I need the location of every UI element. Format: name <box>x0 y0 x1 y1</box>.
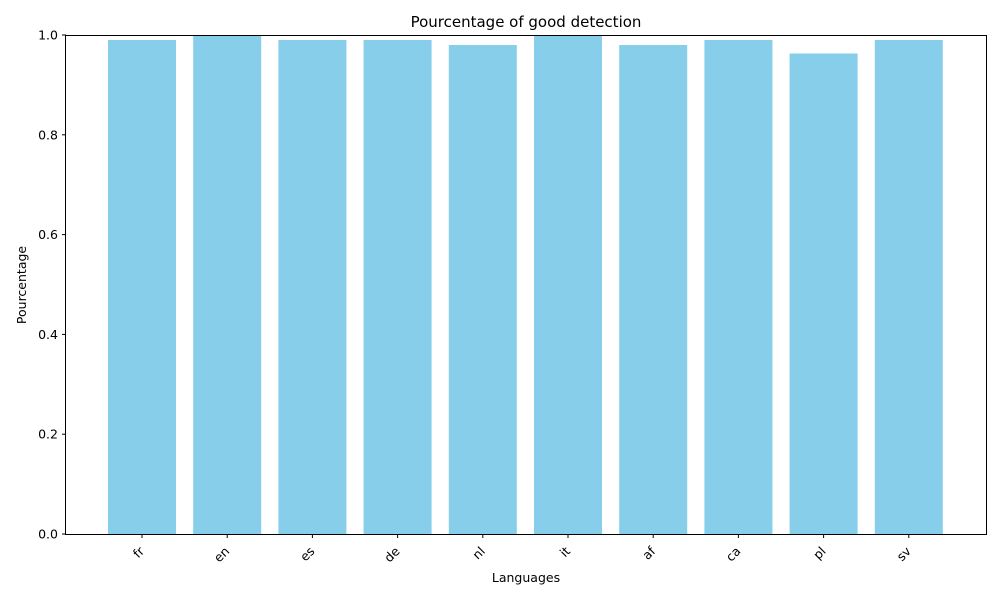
x-axis-label: Languages <box>492 570 560 585</box>
bar-sv <box>874 40 943 534</box>
bar-ca <box>704 40 773 534</box>
bar-af <box>619 45 688 534</box>
x-tick-label: ca <box>723 544 744 565</box>
bar-es <box>278 40 347 534</box>
x-axis-ticks: fr en es de nl it af ca pl sv <box>130 534 914 566</box>
y-axis-label: Pourcentage <box>14 246 29 325</box>
x-tick-label: af <box>639 543 659 563</box>
bar-it <box>534 35 602 534</box>
y-axis-ticks: 0.0 0.2 0.4 0.6 0.8 1.0 <box>38 28 66 542</box>
y-tick-label: 0.6 <box>38 227 58 242</box>
plot-area-frame <box>65 35 987 535</box>
y-tick-label: 0.2 <box>38 427 58 442</box>
y-tick-label: 0.8 <box>38 127 58 142</box>
x-tick-label: en <box>211 544 233 566</box>
chart-title: Pourcentage of good detection <box>411 13 642 31</box>
x-tick-label: fr <box>130 543 148 561</box>
y-tick-label: 0.4 <box>38 327 58 342</box>
y-tick-label: 1.0 <box>38 28 58 43</box>
x-tick-label: pl <box>810 544 829 563</box>
bar-pl <box>789 53 858 534</box>
y-tick-label: 0.0 <box>38 527 58 542</box>
x-tick-label: de <box>381 543 403 565</box>
bar-fr <box>108 40 176 534</box>
x-tick-label: nl <box>469 544 488 563</box>
bar-nl <box>448 45 517 534</box>
bars-group <box>108 35 943 534</box>
bar-de <box>363 40 432 534</box>
bar-en <box>193 35 262 534</box>
x-tick-label: sv <box>893 543 914 564</box>
x-tick-label: es <box>297 544 318 565</box>
x-tick-label: it <box>557 543 574 560</box>
